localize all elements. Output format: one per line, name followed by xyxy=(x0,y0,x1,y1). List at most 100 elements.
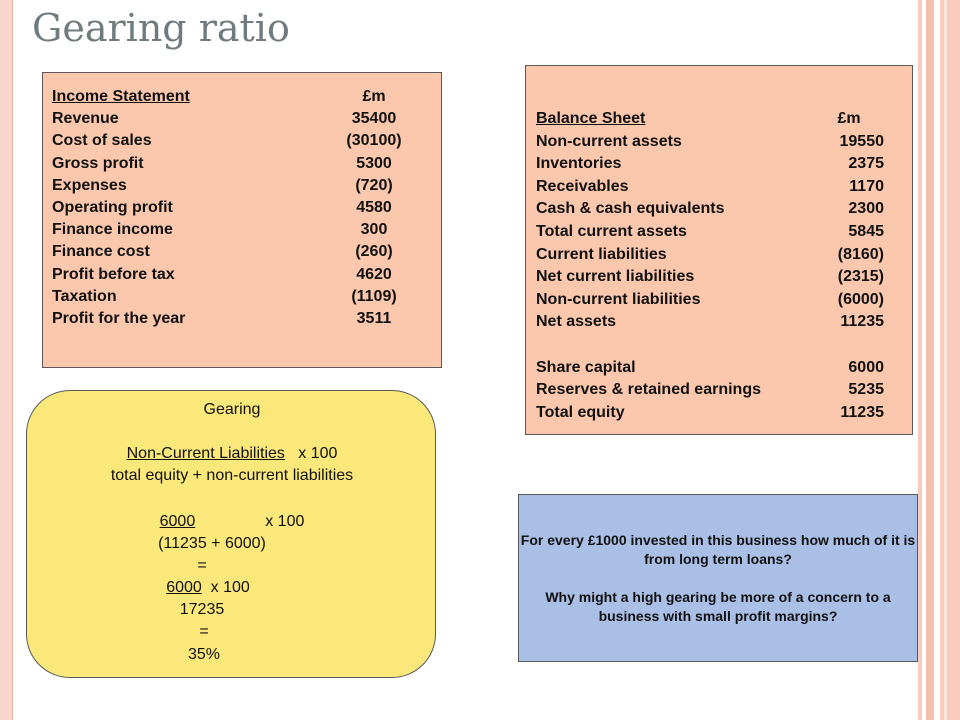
left-decorative-bar xyxy=(0,0,13,720)
equity-row-label: Total equity xyxy=(536,403,625,421)
income-row-label: Operating profit xyxy=(52,199,173,217)
income-row-label: Finance cost xyxy=(52,243,150,261)
income-row: Finance income 300 xyxy=(52,219,441,241)
gearing-formula-multiplier: x 100 xyxy=(298,445,338,462)
income-row-label: Expenses xyxy=(52,176,127,194)
gearing-calc-denominator: (11235 + 6000) xyxy=(158,535,266,552)
balance-row: Current liabilities (8160) xyxy=(536,244,912,267)
gearing-result: 35% xyxy=(187,646,221,663)
right-decorative-stripe xyxy=(926,0,934,720)
balance-row: Net assets 11235 xyxy=(536,311,912,334)
gearing-calculation-box: Gearing Non-Current Liabilities x 100 to… xyxy=(26,390,436,678)
balance-row-value: (2315) xyxy=(837,268,884,286)
equity-row-label: Reserves & retained earnings xyxy=(536,381,761,399)
gearing-simplified-numerator: 6000 xyxy=(166,579,202,596)
balance-row-value: 2375 xyxy=(848,155,884,173)
balance-row-value: 2300 xyxy=(848,200,884,218)
balance-row-label: Non-current assets xyxy=(536,132,682,150)
balance-sheet-unit: £m xyxy=(837,110,861,127)
gearing-calc-numerator-line: 6000 x 100 xyxy=(27,513,437,531)
balance-row: Non-current liabilities (6000) xyxy=(536,289,912,312)
balance-row-label: Inventories xyxy=(536,155,622,173)
equity-row-value: 6000 xyxy=(848,358,884,376)
gearing-equals-1: = xyxy=(197,557,207,574)
balance-row: Non-current assets 19550 xyxy=(536,131,912,154)
balance-row-label: Net current liabilities xyxy=(536,268,695,286)
balance-row: Total current assets 5845 xyxy=(536,221,912,244)
balance-row-value: 5845 xyxy=(848,222,884,240)
discussion-questions-box: For every £1000 invested in this busines… xyxy=(518,494,918,662)
balance-row-label: Non-current liabilities xyxy=(536,290,701,308)
gearing-simplified-multiplier: x 100 xyxy=(210,579,250,596)
slide-title: Gearing ratio xyxy=(32,6,290,50)
gearing-formula-denominator: total equity + non-current liabilities xyxy=(110,467,354,484)
income-row-value: (260) xyxy=(355,243,393,261)
income-row: Cost of sales (30100) xyxy=(52,130,441,152)
gearing-calc-multiplier: x 100 xyxy=(265,513,305,530)
balance-row: Net current liabilities (2315) xyxy=(536,266,912,289)
income-statement-header: Income Statement £m xyxy=(52,86,441,108)
balance-section-gap xyxy=(536,334,912,357)
gearing-formula-numerator: Non-Current Liabilities xyxy=(126,445,285,462)
balance-row-label: Total current assets xyxy=(536,222,687,240)
equity-row: Total equity 11235 xyxy=(536,402,912,425)
balance-row: Receivables 1170 xyxy=(536,176,912,199)
equity-row: Share capital 6000 xyxy=(536,357,912,380)
equity-row-label: Share capital xyxy=(536,358,636,376)
balance-row-value: 11235 xyxy=(840,313,884,331)
balance-row-label: Receivables xyxy=(536,177,629,195)
gearing-formula-numerator-line: Non-Current Liabilities x 100 xyxy=(27,445,437,463)
income-row: Gross profit 5300 xyxy=(52,153,441,175)
income-row-label: Profit for the year xyxy=(52,310,186,328)
income-row-value: 35400 xyxy=(351,110,397,128)
income-row-label: Finance income xyxy=(52,221,173,239)
balance-row-value: (8160) xyxy=(837,245,884,263)
balance-sheet-header: Balance Sheet £m xyxy=(536,108,912,131)
balance-row-label: Cash & cash equivalents xyxy=(536,200,725,218)
income-row-value: 5300 xyxy=(356,154,392,172)
gearing-calc-numerator: 6000 xyxy=(159,513,196,530)
balance-row: Inventories 2375 xyxy=(536,153,912,176)
balance-row-value: (6000) xyxy=(837,290,884,308)
income-statement-box: Income Statement £m Revenue 35400 Cost o… xyxy=(42,72,442,368)
gearing-simplified-denominator: 17235 xyxy=(179,601,225,618)
gearing-heading: Gearing xyxy=(203,401,261,418)
right-decorative-stripe xyxy=(918,0,922,720)
income-row-label: Revenue xyxy=(52,110,119,128)
balance-row-value: 1170 xyxy=(849,177,884,195)
balance-sheet-title: Balance Sheet xyxy=(536,110,646,127)
income-row-label: Profit before tax xyxy=(52,265,175,283)
question-high-gearing: Why might a high gearing be more of a co… xyxy=(545,589,891,624)
equity-row: Reserves & retained earnings 5235 xyxy=(536,379,912,402)
income-row-value: (30100) xyxy=(346,132,402,150)
income-row-value: 300 xyxy=(360,221,388,239)
balance-sheet-box: Balance Sheet £m Non-current assets 1955… xyxy=(525,65,913,435)
balance-row-label: Net assets xyxy=(536,313,617,331)
gearing-equals-2: = xyxy=(199,623,209,640)
income-row: Taxation (1109) xyxy=(52,286,441,308)
right-decorative-stripe xyxy=(944,0,947,720)
income-row: Profit before tax 4620 xyxy=(52,264,441,286)
income-statement-unit: £m xyxy=(362,88,386,105)
income-row-value: 4580 xyxy=(356,199,392,217)
income-row-label: Taxation xyxy=(52,287,117,305)
balance-row: Cash & cash equivalents 2300 xyxy=(536,198,912,221)
income-row-value: (720) xyxy=(355,176,393,194)
income-row-value: 3511 xyxy=(356,310,392,328)
income-row-label: Cost of sales xyxy=(52,132,152,150)
balance-row-value: 19550 xyxy=(839,132,885,150)
right-decorative-stripe xyxy=(940,0,960,720)
income-row: Revenue 35400 xyxy=(52,108,441,130)
balance-row-label: Current liabilities xyxy=(536,245,667,263)
income-row: Operating profit 4580 xyxy=(52,197,441,219)
income-row: Profit for the year 3511 xyxy=(52,308,441,330)
income-row: Finance cost (260) xyxy=(52,241,441,263)
equity-row-value: 11235 xyxy=(840,403,884,421)
income-row-value: (1109) xyxy=(351,287,397,305)
gearing-simplified-numerator-line: 6000 x 100 xyxy=(3,579,413,597)
question-long-term-loans: For every £1000 invested in this busines… xyxy=(520,532,916,567)
income-row: Expenses (720) xyxy=(52,175,441,197)
income-statement-title: Income Statement xyxy=(52,88,190,105)
equity-row-value: 5235 xyxy=(848,381,884,399)
income-row-label: Gross profit xyxy=(52,154,144,172)
